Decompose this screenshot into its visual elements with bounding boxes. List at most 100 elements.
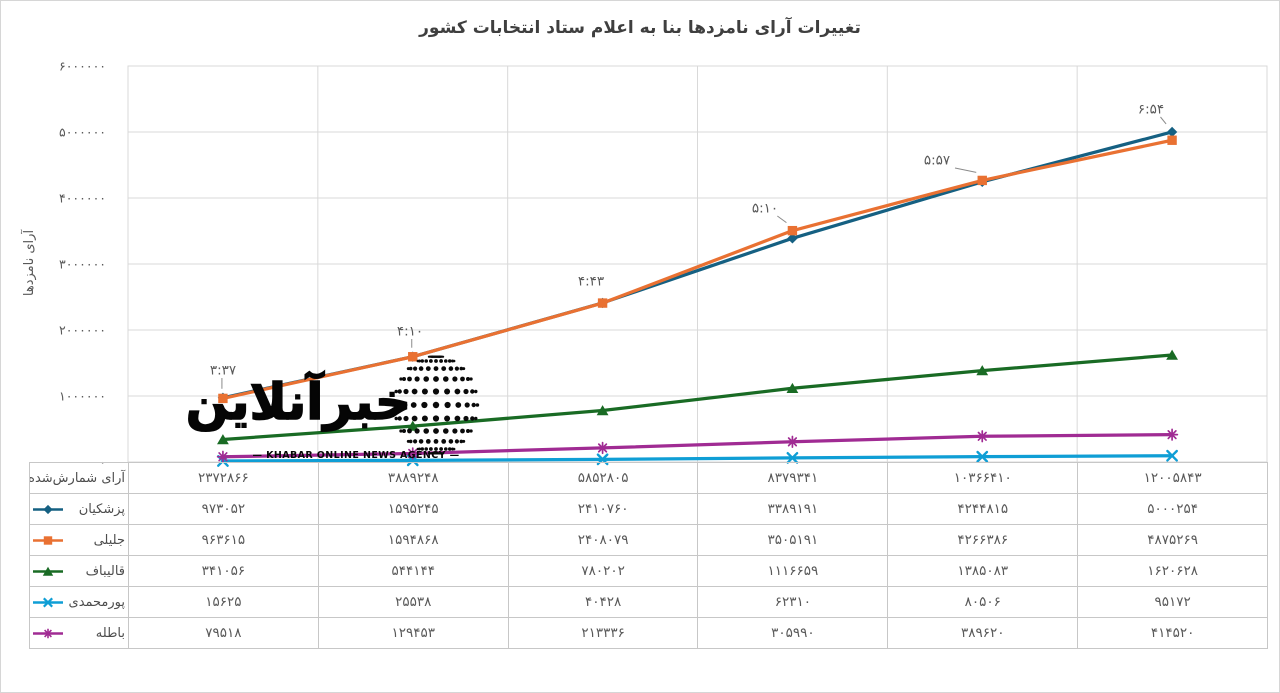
vote-count-cell-jalili-5: ۴۸۷۵۲۶۹ xyxy=(1078,525,1268,556)
series-invalid-votes-line xyxy=(221,433,1174,459)
legend-key-jalili xyxy=(33,535,63,545)
vote-count-cell-counted-0: ۲۳۷۲۸۶۶ xyxy=(129,463,319,494)
vote-count-cell-pezeshkian-2: ۲۴۱۰۷۶۰ xyxy=(508,494,699,525)
series-row-header-jalili: جلیلی xyxy=(30,525,129,556)
time-annotation: ۴:۱۰ xyxy=(397,324,423,340)
square-marker-jalili xyxy=(218,393,228,404)
y-axis-tick-label: ۳۰۰۰۰۰۰ xyxy=(59,257,106,272)
vote-count-cell-invalid-votes-4: ۳۸۹۶۲۰ xyxy=(888,618,1079,649)
vote-count-cell-invalid-votes-1: ۱۲۹۴۵۳ xyxy=(318,618,509,649)
legend-key-pourmohammadi xyxy=(33,597,63,607)
x-marker-icon xyxy=(43,597,53,607)
vote-count-cell-pezeshkian-0: ۹۷۳۰۵۲ xyxy=(129,494,319,525)
y-axis-tick-label: ۵۰۰۰۰۰۰ xyxy=(59,125,106,140)
y-axis-tick-label: ۲۰۰۰۰۰۰ xyxy=(59,323,106,338)
vote-count-cell-pourmohammadi-3: ۶۲۳۱۰ xyxy=(698,587,889,618)
row-label: پورمحمدی xyxy=(68,594,125,610)
series-ghalibaf-line xyxy=(221,353,1174,442)
vote-count-cell-ghalibaf-1: ۵۴۴۱۴۴ xyxy=(318,556,509,587)
chart-data-table: آرای شمارش‌شده ۲۳۷۲۸۶۶ ۳۸۸۹۲۴۸ ۵۸۵۲۸۰۵ ۸۳۷۹۳… xyxy=(29,462,1268,649)
asterisk-marker-invalid-votes xyxy=(786,435,799,448)
vote-count-cell-counted-4: ۱۰۳۶۶۴۱۰ xyxy=(888,463,1079,494)
legend-key-pezeshkian xyxy=(33,504,63,514)
triangle-marker-ghalibaf xyxy=(217,434,229,445)
x-marker-pourmohammadi xyxy=(786,451,799,464)
vote-count-cell-pourmohammadi-0: ۱۵۶۲۵ xyxy=(129,587,319,618)
asterisk-marker-invalid-votes xyxy=(406,447,419,460)
asterisk-marker-invalid-votes xyxy=(216,450,230,463)
vote-count-cell-pourmohammadi-4: ۸۰۵۰۶ xyxy=(888,587,1079,618)
annotation-leader-line xyxy=(777,215,787,224)
series-jalili-line xyxy=(221,138,1174,401)
asterisk-marker-icon xyxy=(43,628,53,638)
vote-count-cell-ghalibaf-0: ۳۴۱۰۵۶ xyxy=(129,556,319,587)
vote-count-cell-pezeshkian-1: ۱۵۹۵۲۴۵ xyxy=(318,494,509,525)
y-axis-tick-label: ۱۰۰۰۰۰۰ xyxy=(59,389,106,404)
vote-count-cell-invalid-votes-0: ۷۹۵۱۸ xyxy=(129,618,319,649)
series-row-header-pourmohammadi: پورمحمدی xyxy=(30,587,129,618)
triangle-marker-ghalibaf xyxy=(1166,349,1178,360)
vote-count-cell-counted-5: ۱۲۰۰۵۸۴۳ xyxy=(1078,463,1268,494)
square-marker-jalili xyxy=(408,352,418,362)
row-label: پزشکیان xyxy=(78,501,125,517)
triangle-marker-icon xyxy=(42,566,54,576)
vote-count-cell-jalili-4: ۴۲۶۶۳۸۶ xyxy=(888,525,1079,556)
x-marker-pourmohammadi xyxy=(1166,449,1178,462)
triangle-marker-ghalibaf xyxy=(596,405,609,416)
category-row-header: آرای شمارش‌شده xyxy=(30,463,129,494)
vote-count-cell-jalili-3: ۳۵۰۵۱۹۱ xyxy=(698,525,889,556)
legend-key-icon xyxy=(32,627,64,640)
time-annotation: ۵:۱۰ xyxy=(752,201,778,217)
vote-count-cell-counted-1: ۳۸۸۹۲۴۸ xyxy=(318,463,509,494)
square-marker-icon xyxy=(43,535,53,545)
diamond-marker-icon xyxy=(43,504,53,514)
square-marker-jalili xyxy=(597,298,608,308)
vote-count-cell-pezeshkian-5: ۵۰۰۰۲۵۴ xyxy=(1078,494,1268,525)
triangle-marker-ghalibaf xyxy=(976,365,989,376)
asterisk-marker-invalid-votes xyxy=(1165,428,1179,441)
legend-key-ghalibaf xyxy=(33,566,63,576)
vote-count-cell-pourmohammadi-1: ۲۵۵۳۸ xyxy=(318,587,509,618)
square-marker-jalili xyxy=(1167,135,1177,145)
series-row-header-ghalibaf: قالیباف xyxy=(30,556,129,587)
vote-count-cell-invalid-votes-5: ۴۱۴۵۲۰ xyxy=(1078,618,1268,649)
vote-count-cell-ghalibaf-4: ۱۳۸۵۰۸۳ xyxy=(888,556,1079,587)
asterisk-marker-invalid-votes xyxy=(596,441,609,455)
annotation-leader-line xyxy=(954,167,977,173)
vote-count-cell-counted-3: ۸۳۷۹۳۴۱ xyxy=(698,463,889,494)
annotation-leader-line xyxy=(1160,116,1167,125)
vote-count-cell-invalid-votes-2: ۲۱۳۳۳۶ xyxy=(508,618,699,649)
y-axis-tick-label: ۴۰۰۰۰۰۰ xyxy=(59,191,106,206)
x-marker-pourmohammadi xyxy=(976,450,989,463)
vote-count-cell-jalili-0: ۹۶۳۶۱۵ xyxy=(129,525,319,556)
square-marker-jalili xyxy=(977,175,987,186)
legend-key-icon xyxy=(32,565,64,578)
row-label: آرای شمارش‌شده xyxy=(30,470,125,486)
series-row-header-pezeshkian: پزشکیان xyxy=(30,494,129,525)
vote-count-cell-ghalibaf-3: ۱۱۱۶۶۵۹ xyxy=(698,556,889,587)
vote-count-cell-ghalibaf-2: ۷۸۰۲۰۲ xyxy=(508,556,699,587)
time-annotation: ۳:۳۷ xyxy=(210,363,236,379)
row-label: باطله xyxy=(95,625,125,641)
legend-key-icon xyxy=(32,596,64,609)
row-label: جلیلی xyxy=(93,532,125,548)
vote-count-cell-pezeshkian-4: ۴۲۴۴۸۱۵ xyxy=(888,494,1079,525)
legend-key-icon xyxy=(32,534,64,547)
row-label: قالیباف xyxy=(85,563,125,579)
series-row-header-invalid-votes: باطله xyxy=(30,618,129,649)
square-marker-jalili xyxy=(787,225,798,236)
time-annotation: ۵:۵۷ xyxy=(924,153,950,169)
triangle-marker-ghalibaf xyxy=(406,420,419,431)
chart-title: تغییرات آرای نامزدها بنا به اعلام ستاد ا… xyxy=(419,18,861,38)
diamond-marker-pezeshkian xyxy=(787,233,798,244)
time-annotation: ۶:۵۴ xyxy=(1138,102,1164,118)
vote-count-cell-pourmohammadi-5: ۹۵۱۷۲ xyxy=(1078,587,1268,618)
vote-count-cell-jalili-1: ۱۵۹۴۸۶۸ xyxy=(318,525,509,556)
vote-count-cell-pourmohammadi-2: ۴۰۴۲۸ xyxy=(508,587,699,618)
vote-count-cell-pezeshkian-3: ۳۳۸۹۱۹۱ xyxy=(698,494,889,525)
legend-key-icon xyxy=(32,503,64,516)
vote-count-cell-jalili-2: ۲۴۰۸۰۷۹ xyxy=(508,525,699,556)
triangle-marker-ghalibaf xyxy=(786,382,799,394)
series-pourmohammadi-line xyxy=(221,454,1174,463)
